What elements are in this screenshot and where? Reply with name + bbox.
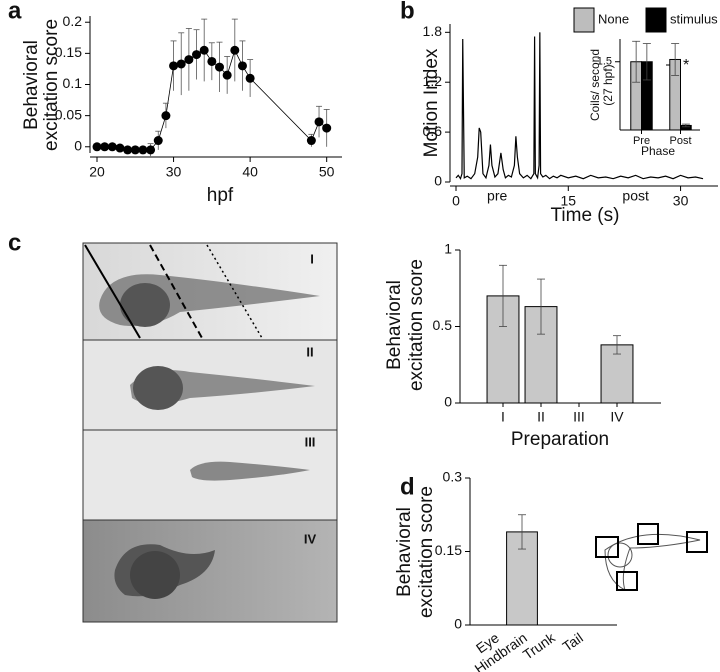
- x-tick-label: 50: [319, 164, 335, 180]
- image-label: III: [305, 434, 316, 449]
- legend-swatch: [645, 7, 667, 33]
- panel-label: b: [400, 0, 415, 24]
- data-point: [245, 73, 255, 83]
- x-tick-label: Tail: [559, 629, 585, 654]
- y-tick-label: 0.15: [55, 44, 82, 60]
- y-axis-label: (27 hpf): [601, 64, 615, 105]
- y-tick-label: 0.2: [63, 13, 83, 29]
- y-axis-label: excitation score: [41, 19, 62, 151]
- x-tick-label: II: [537, 409, 545, 425]
- y-tick-label: 0: [74, 137, 82, 153]
- x-tick-label: I: [501, 409, 505, 425]
- y-tick-label: 0.15: [435, 542, 462, 558]
- legend-label: None: [598, 11, 629, 26]
- yolk: [133, 366, 183, 410]
- data-point: [192, 50, 202, 60]
- data-point: [138, 145, 148, 155]
- image-label: II: [306, 344, 313, 359]
- x-tick-label: 20: [89, 164, 105, 180]
- data-point: [146, 145, 156, 155]
- data-point: [161, 111, 171, 121]
- y-axis-label: Behavioral: [394, 507, 415, 597]
- data-point: [207, 56, 217, 66]
- data-point: [306, 136, 316, 146]
- x-tick-label: 30: [166, 164, 182, 180]
- y-tick-label: 0.6: [423, 123, 443, 139]
- y-axis-label: Coils/ second: [588, 49, 602, 121]
- data-point: [314, 117, 324, 127]
- data-point: [169, 61, 179, 71]
- data-point: [215, 62, 224, 72]
- y-tick-label: 1.2: [423, 73, 443, 89]
- data-point: [115, 143, 125, 153]
- x-axis-label: Phase: [641, 144, 675, 158]
- data-point: [123, 145, 133, 155]
- y-tick-label: 1.5: [597, 56, 612, 68]
- fish: [190, 461, 310, 481]
- cut-line: [149, 244, 203, 339]
- yolk: [130, 551, 180, 599]
- y-tick-label: 0.1: [63, 75, 83, 91]
- y-tick-label: 0.05: [55, 106, 82, 122]
- y-axis-label: Motion Index: [421, 48, 442, 157]
- bar: [600, 344, 634, 404]
- x-axis-label: hpf: [207, 185, 234, 206]
- x-axis-label: Time (s): [551, 205, 620, 226]
- x-tick-label: 40: [242, 164, 258, 180]
- x-tick-label: 15: [560, 193, 576, 209]
- panel-label: d: [400, 473, 415, 500]
- x-tick-label: III: [573, 409, 585, 425]
- y-axis-label: Behavioral: [21, 40, 42, 130]
- annotation: *: [683, 57, 689, 74]
- data-line: [455, 32, 704, 181]
- data-point: [107, 142, 117, 152]
- data-point: [176, 59, 186, 69]
- data-point: [322, 123, 332, 133]
- x-tick-label: IV: [610, 409, 624, 425]
- data-point: [153, 136, 163, 146]
- x-tick-label: 0: [452, 193, 460, 209]
- annotation: pre: [487, 188, 507, 204]
- x-tick-label: 30: [673, 193, 689, 209]
- x-tick-label: Trunk: [520, 629, 559, 663]
- y-tick-label: 0.5: [433, 317, 453, 333]
- y-tick-label: 0: [444, 394, 452, 410]
- panel-label: a: [8, 0, 22, 24]
- data-point: [237, 61, 247, 71]
- x-tick-label: Post: [669, 135, 691, 147]
- panel-label: c: [8, 229, 21, 256]
- data-point: [230, 45, 240, 55]
- legend-swatch: [573, 7, 595, 33]
- legend-label: stimulus: [670, 11, 718, 26]
- data-point: [130, 145, 140, 155]
- image-label: IV: [304, 531, 317, 546]
- x-axis-label: Preparation: [511, 429, 609, 450]
- annotation: post: [622, 188, 649, 204]
- y-axis-label: excitation score: [406, 259, 427, 391]
- fish-images: [82, 242, 338, 623]
- x-tick-label: Pre: [633, 135, 650, 147]
- y-tick-label: 1.8: [423, 23, 443, 39]
- cut-line: [206, 244, 263, 339]
- yolk: [120, 283, 170, 327]
- data-point: [100, 142, 110, 152]
- y-tick-label: 0: [454, 616, 462, 632]
- data-point: [222, 70, 232, 80]
- y-axis-label: excitation score: [416, 486, 437, 618]
- fish-schematic: [595, 523, 708, 591]
- y-tick-label: 0: [434, 173, 442, 189]
- image-label: I: [310, 251, 314, 266]
- y-axis-label: Behavioral: [384, 280, 405, 370]
- cut-line: [84, 244, 141, 339]
- data-point: [184, 55, 194, 65]
- data-point: [199, 45, 209, 55]
- data-point: [92, 142, 102, 152]
- y-tick-label: 0.3: [443, 469, 463, 485]
- y-tick-label: 1: [444, 241, 452, 257]
